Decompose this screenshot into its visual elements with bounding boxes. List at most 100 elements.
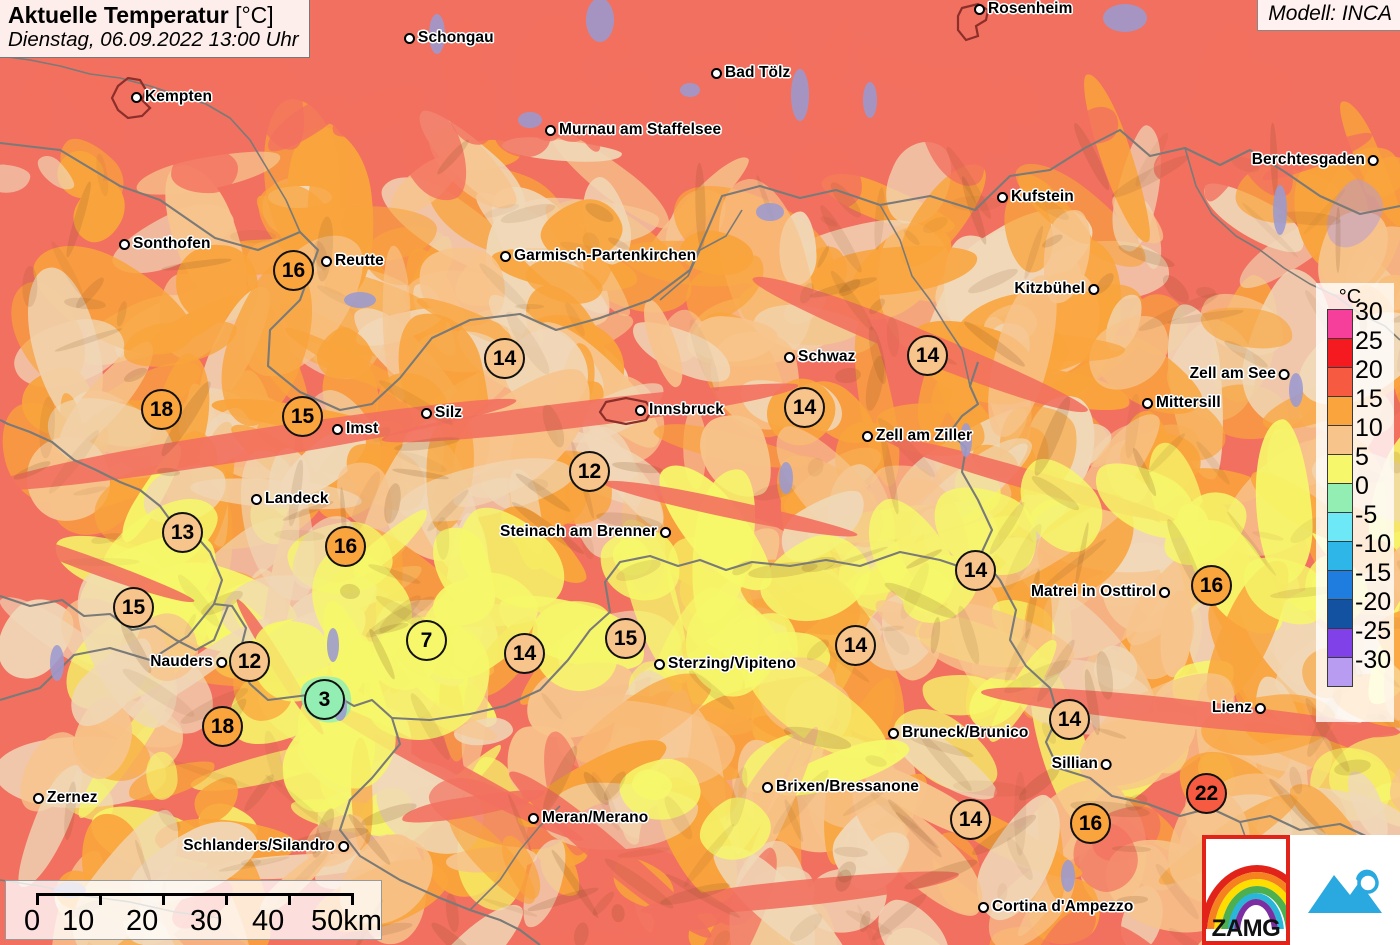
legend-label-30: 30 bbox=[1355, 298, 1383, 326]
station-temperature-marker[interactable]: 14 bbox=[784, 387, 825, 428]
city-label: Brixen/Bressanone bbox=[776, 778, 919, 795]
city-dot-icon bbox=[660, 526, 671, 538]
city-dot-icon bbox=[528, 812, 539, 824]
station-temperature-marker[interactable]: 14 bbox=[504, 633, 545, 674]
station-temperature-marker[interactable]: 22 bbox=[1186, 773, 1227, 814]
city-marker: Innsbruck bbox=[635, 401, 727, 419]
city-label: Cortina d'Ampezzo bbox=[992, 898, 1134, 915]
rainbow-arc-icon bbox=[1206, 865, 1286, 929]
legend-swatch-25 bbox=[1327, 338, 1353, 368]
city-label: Nauders bbox=[150, 653, 213, 670]
city-marker: Zell am Ziller bbox=[862, 427, 975, 445]
city-label: Murnau am Staffelsee bbox=[559, 121, 722, 138]
city-marker: Rosenheim bbox=[974, 0, 1075, 18]
station-temperature-marker[interactable]: 14 bbox=[835, 625, 876, 666]
station-temperature-marker[interactable]: 13 bbox=[162, 512, 203, 553]
city-marker: Garmisch-Partenkirchen bbox=[500, 247, 699, 265]
city-marker: Mittersill bbox=[1142, 394, 1224, 412]
logo-group: ZAMG bbox=[1202, 835, 1400, 945]
city-dot-icon bbox=[635, 404, 646, 416]
scale-tick-3: 30 bbox=[190, 905, 223, 937]
city-marker: Steinach am Brenner bbox=[497, 523, 671, 541]
station-temperature-marker[interactable]: 14 bbox=[907, 335, 948, 376]
city-marker: Landeck bbox=[251, 490, 332, 508]
city-label: Steinach am Brenner bbox=[500, 523, 657, 540]
station-temperature-marker[interactable]: 3 bbox=[304, 679, 345, 720]
legend-label-15: 15 bbox=[1355, 385, 1383, 413]
station-temperature-marker[interactable]: 15 bbox=[282, 396, 323, 437]
city-label: Berchtesgaden bbox=[1251, 151, 1365, 168]
scale-labels: 0 10 20 30 40 50km bbox=[6, 905, 382, 937]
station-temperature-marker[interactable]: 18 bbox=[202, 706, 243, 747]
city-dot-icon bbox=[997, 191, 1008, 203]
city-dot-icon bbox=[1142, 397, 1153, 409]
legend-swatch-20 bbox=[1327, 367, 1353, 397]
station-temperature-marker[interactable]: 16 bbox=[273, 250, 314, 291]
city-marker: Bruneck/Brunico bbox=[888, 724, 1031, 742]
city-marker: Reutte bbox=[321, 252, 387, 270]
city-label: Garmisch-Partenkirchen bbox=[514, 247, 697, 264]
station-temperature-marker[interactable]: 15 bbox=[605, 618, 646, 659]
legend-unit: °C bbox=[1338, 286, 1362, 308]
city-label: Reutte bbox=[335, 252, 384, 269]
city-label: Kempten bbox=[145, 88, 213, 105]
city-dot-icon bbox=[33, 792, 44, 804]
station-temperature-marker[interactable]: 14 bbox=[955, 550, 996, 591]
legend-swatch-10 bbox=[1327, 425, 1353, 455]
scale-tick-0: 0 bbox=[24, 905, 41, 937]
city-label: Mittersill bbox=[1156, 394, 1221, 411]
city-marker: Schlanders/Silandro bbox=[180, 837, 349, 855]
city-dot-icon bbox=[978, 901, 989, 913]
city-dot-icon bbox=[545, 124, 556, 136]
city-label: Innsbruck bbox=[649, 401, 724, 418]
city-marker: Zell am See bbox=[1187, 365, 1290, 383]
city-dot-icon bbox=[1101, 758, 1112, 770]
city-label: Matrei in Osttirol bbox=[1031, 583, 1156, 600]
model-label: Modell: INCA bbox=[1257, 0, 1400, 31]
station-temperature-marker[interactable]: 16 bbox=[1191, 565, 1232, 606]
station-temperature-marker[interactable]: 14 bbox=[1049, 699, 1090, 740]
city-marker: Sillian bbox=[1049, 755, 1112, 773]
city-label: Rosenheim bbox=[988, 0, 1073, 17]
city-label: Sterzing/Vipiteno bbox=[668, 655, 797, 672]
city-label: Lienz bbox=[1211, 699, 1252, 716]
legend-swatch-minus15 bbox=[1327, 570, 1353, 600]
city-label: Kitzbühel bbox=[1014, 280, 1085, 297]
city-dot-icon bbox=[251, 493, 262, 505]
city-marker: Brixen/Bressanone bbox=[762, 778, 922, 796]
geosphere-logo bbox=[1290, 835, 1400, 945]
city-dot-icon bbox=[338, 840, 349, 852]
station-temperature-marker[interactable]: 12 bbox=[229, 641, 270, 682]
station-temperature-marker[interactable]: 12 bbox=[569, 451, 610, 492]
city-marker: Cortina d'Ampezzo bbox=[978, 898, 1136, 916]
city-marker: Schwaz bbox=[784, 348, 858, 366]
city-dot-icon bbox=[131, 91, 142, 103]
station-temperature-marker[interactable]: 14 bbox=[484, 338, 525, 379]
legend-label-5: 5 bbox=[1355, 443, 1369, 471]
station-temperature-marker[interactable]: 16 bbox=[325, 526, 366, 567]
station-temperature-marker[interactable]: 16 bbox=[1070, 803, 1111, 844]
legend-label-20: 20 bbox=[1355, 356, 1383, 384]
city-label: Bad Tölz bbox=[725, 64, 791, 81]
city-marker: Nauders bbox=[147, 653, 227, 671]
city-dot-icon bbox=[1368, 154, 1379, 166]
mountain-cloud-icon bbox=[1308, 869, 1382, 913]
station-temperature-marker[interactable]: 7 bbox=[406, 620, 447, 661]
station-temperature-marker[interactable]: 18 bbox=[141, 389, 182, 430]
map-title-box: Aktuelle Temperatur [°C] Dienstag, 06.09… bbox=[0, 0, 310, 58]
station-temperature-marker[interactable]: 15 bbox=[113, 587, 154, 628]
city-dot-icon bbox=[974, 3, 985, 15]
legend-label-0: 0 bbox=[1355, 472, 1369, 500]
station-temperature-marker[interactable]: 14 bbox=[950, 799, 991, 840]
map-timestamp: Dienstag, 06.09.2022 13:00 Uhr bbox=[8, 27, 299, 51]
legend-label-minus30: -30 bbox=[1355, 646, 1392, 674]
scale-tick-2: 20 bbox=[126, 905, 159, 937]
city-label: Zernez bbox=[47, 789, 98, 806]
city-label: Landeck bbox=[265, 490, 329, 507]
scale-tick-5: 50km bbox=[311, 905, 382, 937]
city-label: Zell am See bbox=[1189, 365, 1276, 382]
city-marker: Kempten bbox=[131, 88, 215, 106]
title-unit: [°C] bbox=[235, 2, 274, 28]
city-marker: Kitzbühel bbox=[1011, 280, 1099, 298]
